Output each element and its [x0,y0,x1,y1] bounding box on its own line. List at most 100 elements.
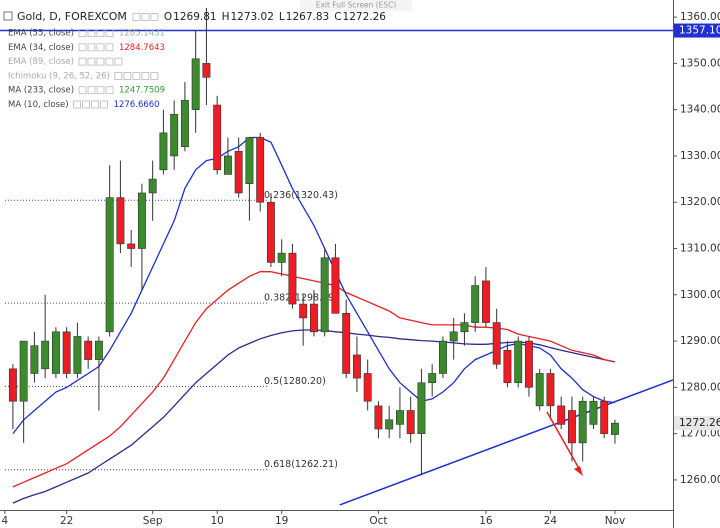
candle-body [223,155,232,175]
legend-icon [96,43,105,52]
indicator-value: 1285.1431 [119,29,165,39]
y-tick-label: 1320.00 [680,196,720,208]
indicator-name: Ichimoku (9, 26, 52, 26) [8,71,110,81]
candle-body [460,322,469,333]
candle-body [191,58,200,110]
x-tick-label: 22 [60,515,73,527]
legend-icon [105,43,114,52]
y-tick-label: 1360.00 [680,11,720,23]
candle-body [492,322,501,365]
legend-icon [100,100,109,109]
price-tag-label: 1272.26 [679,417,720,429]
legend-icon [82,100,91,109]
exit-fullscreen-box[interactable] [300,0,412,11]
legend-icon [87,57,96,66]
candle-body [471,285,480,323]
candle-body [320,257,329,333]
candle-body [84,340,93,360]
candle-body [288,252,297,305]
candle-body [148,178,157,194]
legend-icon [105,86,114,95]
candle-body [374,405,383,430]
exit-fullscreen[interactable]: Exit Full Screen (ESC) [316,1,397,10]
candle-body [535,373,544,407]
legend-icon [141,72,150,80]
legend: Gold, D, FOREXCOM O 1269.81 H 1273.02 L 1267.8… [3,10,386,110]
ohlc-value: 1269.81 [173,11,216,23]
legend-icon [114,72,123,80]
indicator-name: EMA (34, close) [8,43,74,53]
legend-icon [105,57,114,66]
candle-body [116,197,125,245]
legend-icon [78,86,87,95]
price-tag [674,23,720,38]
ohlc-value: 1267.83 [286,11,329,23]
annotations [546,411,583,476]
x-tick-label: 16 [479,515,493,527]
price-tag-label: 1357.10 [679,25,720,37]
candle-body [567,410,576,444]
candle-body [428,373,437,384]
price-tag [674,416,720,431]
candle-body [19,340,28,402]
candle-body [277,252,286,263]
candle-body [159,132,168,171]
y-tick-label: 1260.00 [680,474,720,486]
legend-icon [87,43,96,52]
x-tick-label: Oct [369,515,387,527]
arrow-head [574,466,583,476]
title: Gold, D, FOREXCOM [17,10,127,23]
candle-body [30,345,39,374]
y-tick-label: 1300.00 [680,289,720,301]
ohlc-letter: O [164,11,172,23]
candle-body [309,303,318,333]
candle-body [406,410,415,434]
candle-body [610,422,619,435]
candle-body [245,137,254,185]
candle-body [395,410,404,425]
arrow-shaft [546,411,582,473]
candle-body [385,419,394,430]
indicator-name: EMA (55, close) [8,29,74,39]
indicator-name: MA (233, close) [8,86,74,96]
ohlc-letter: C [334,11,341,23]
y-tick-label: 1350.00 [680,57,720,69]
legend-icon [105,29,114,37]
legend-icon [132,13,141,21]
plot-area: 0.236(1320.43) 0.382(1298.19) 0.5(1280.20)… [0,7,674,506]
legend-icon [96,86,105,95]
candle-body [51,331,60,374]
candle-body [137,192,146,249]
candle-body [481,280,490,323]
trendline [339,379,674,506]
y-tick-label: 1270.00 [680,428,720,440]
candle-body [546,373,555,407]
y-tick-label: 1340.00 [680,104,720,116]
x-tick-label: 19 [275,515,288,527]
legend-icon [96,57,105,66]
candle-body [438,340,447,374]
fib-label: 0.236(1320.43) [264,190,338,201]
x-tick-label: Sep [143,515,163,527]
indicator-value: 1276.6660 [114,100,160,110]
candle-body [41,340,50,370]
candle-body [449,331,458,342]
candle-body [524,340,533,388]
candle-body [417,382,426,434]
x-tick-label: 10 [210,515,223,527]
candle-body [299,303,308,319]
candle-body [202,63,211,78]
y-tick-label: 1290.00 [680,335,720,347]
candle-body [600,400,609,434]
candle-body [514,340,523,384]
y-tick-label: 1280.00 [680,381,720,393]
candle-body [234,151,243,194]
candle-body [8,368,17,402]
legend-icon [78,57,87,66]
indicator-value: 1247.7509 [119,86,165,96]
indicator-line [12,271,616,488]
candle-body [557,405,566,425]
ohlc-letter: H [222,11,230,23]
